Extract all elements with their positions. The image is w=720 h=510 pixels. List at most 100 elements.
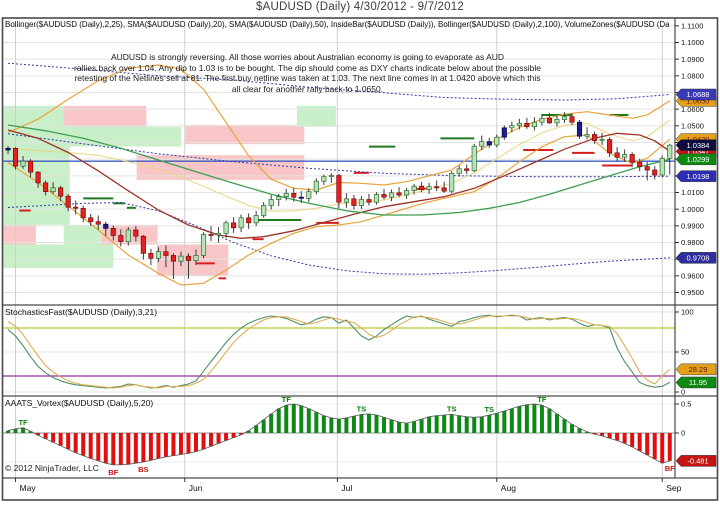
stoch-tick-label: 50: [681, 348, 689, 357]
candle-body: [185, 255, 192, 261]
vortex-bar: [374, 415, 379, 433]
candle-body: [546, 117, 552, 124]
badge-label: 1.0688: [687, 90, 710, 99]
price-axis-area[interactable]: [675, 18, 717, 478]
month-label: Jun: [189, 483, 203, 493]
badge-label: 1.0198: [687, 172, 710, 181]
vortex-bar: [103, 433, 108, 464]
vortex-bar: [652, 433, 657, 460]
candle-body: [381, 194, 387, 198]
annotation-line: AUDUSD is strongly reversing. All those …: [110, 52, 505, 62]
badge-label: 0.9708: [687, 254, 710, 263]
vortex-bar: [570, 424, 574, 433]
vortex-bar: [314, 412, 319, 433]
badge-label: 1.0420: [687, 135, 710, 144]
vortex-signal-label: TF: [282, 395, 292, 404]
candle-body: [5, 147, 11, 151]
vortex-bar: [359, 414, 364, 433]
vortex-bar: [118, 433, 123, 465]
vortex-bar: [404, 423, 409, 433]
candle-body: [268, 199, 274, 206]
candle-body: [133, 229, 139, 237]
vortex-panel-label: AAATS_Vortex($AUDUSD (Daily),5,20): [5, 398, 154, 408]
candle-body: [411, 185, 417, 191]
vortex-bar: [509, 408, 514, 433]
candle-body: [554, 119, 560, 124]
month-label: Aug: [501, 483, 516, 493]
vortex-bar: [141, 433, 146, 462]
candle-body: [155, 251, 161, 259]
vortex-bar: [231, 433, 236, 438]
candle-body: [65, 195, 71, 208]
month-label: Jul: [341, 483, 352, 493]
candle-body: [449, 172, 455, 192]
vortex-bar: [88, 433, 93, 459]
candle-body: [110, 227, 116, 236]
chart-frame-border: [1, 17, 719, 501]
vortex-bar: [397, 421, 402, 433]
price-tick-label: 1.0900: [681, 55, 704, 64]
candle-body: [561, 116, 568, 120]
candle-body: [419, 185, 425, 190]
vortex-bar: [276, 408, 281, 433]
candle-body: [193, 255, 199, 261]
vortex-bar: [28, 431, 33, 433]
vortex-bar: [524, 404, 529, 433]
volume-zone: [3, 224, 36, 245]
vortex-bar: [366, 413, 371, 433]
price-tick-label: 1.1000: [681, 38, 704, 47]
vortex-bar: [66, 433, 71, 450]
candle-body: [524, 122, 530, 128]
vortex-bar: [291, 404, 296, 433]
candle-body: [80, 207, 86, 219]
vortex-bar: [344, 417, 349, 433]
vortex-bar: [43, 433, 48, 439]
candle-body: [313, 180, 319, 193]
volume-zone: [63, 126, 181, 147]
candle-body: [103, 223, 109, 229]
candle-body: [629, 154, 635, 163]
candle-body: [652, 169, 658, 176]
candle-body: [599, 139, 605, 141]
vortex-signal-label: BS: [138, 465, 148, 474]
vortex-bar: [479, 416, 484, 433]
vortex-bar: [592, 433, 597, 435]
annotation-line: retesting of the Netlines sell at 81. Th…: [74, 73, 541, 83]
candle-body: [140, 235, 146, 254]
candle-body: [667, 144, 673, 159]
vortex-bar: [517, 406, 522, 433]
candle-body: [607, 139, 613, 154]
price-tick-label: 1.0500: [681, 121, 704, 130]
candle-body: [584, 134, 590, 137]
candle-body: [358, 199, 364, 206]
stoch-tick-label: 0: [681, 388, 685, 397]
price-badge: [675, 88, 717, 101]
vortex-bar: [133, 433, 138, 464]
candle-body: [404, 190, 410, 196]
candle-body: [20, 160, 26, 167]
candle-body: [479, 141, 485, 147]
vortex-bar: [427, 416, 432, 433]
candle-body: [170, 255, 176, 262]
candle-body: [486, 141, 492, 146]
candle-body: [321, 176, 327, 182]
vortex-bar: [494, 413, 499, 433]
time-axis-area[interactable]: [3, 478, 717, 499]
vortex-bar: [254, 425, 259, 433]
candle-body: [396, 192, 402, 196]
stoch-d-line: [7, 315, 671, 389]
vortex-bar: [299, 405, 304, 433]
vortex-bar: [457, 415, 462, 433]
vortex-bar: [547, 408, 552, 433]
vortex-bar: [246, 430, 251, 433]
vortex-bar: [194, 433, 198, 452]
candle-body: [231, 222, 237, 229]
vortex-bar: [389, 419, 394, 433]
vortex-bar: [126, 433, 131, 465]
candle-body: [208, 234, 214, 236]
candle-body: [28, 160, 34, 173]
candle-body: [592, 134, 598, 141]
badge-label: 1.0650: [687, 97, 710, 106]
